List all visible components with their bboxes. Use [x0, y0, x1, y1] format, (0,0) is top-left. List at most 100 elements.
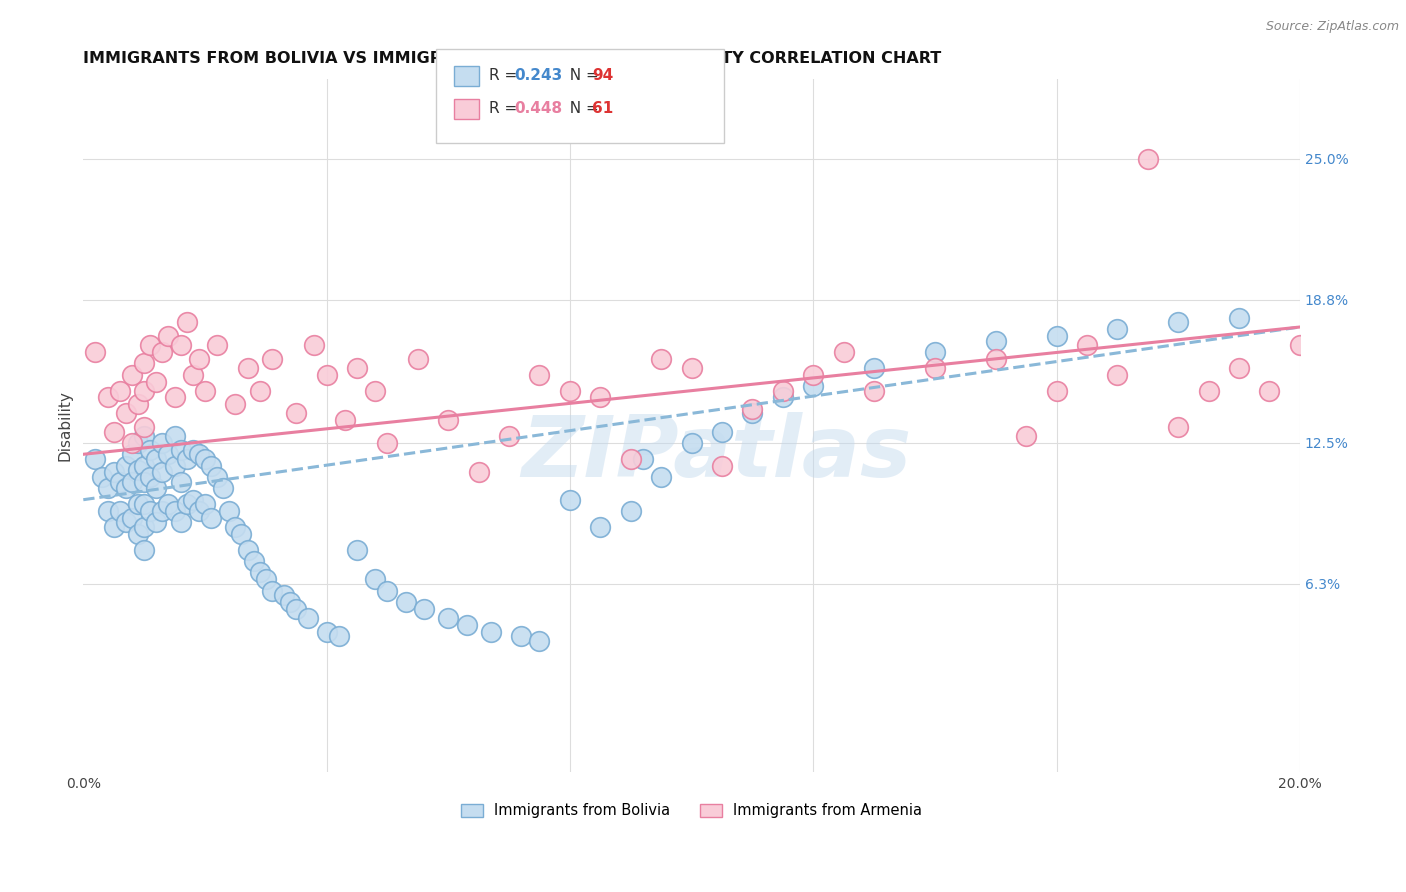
Point	[121, 436, 143, 450]
Point	[97, 481, 120, 495]
Point	[121, 475, 143, 489]
Point	[194, 451, 217, 466]
Point	[333, 413, 356, 427]
Point	[150, 345, 173, 359]
Point	[260, 351, 283, 366]
Point	[134, 475, 156, 489]
Point	[169, 442, 191, 457]
Point	[224, 397, 246, 411]
Point	[176, 451, 198, 466]
Point	[1258, 384, 1281, 398]
Point	[84, 451, 107, 466]
Point	[710, 458, 733, 473]
Point	[681, 436, 703, 450]
Point	[139, 442, 162, 457]
Point	[273, 588, 295, 602]
Point	[772, 384, 794, 398]
Point	[984, 334, 1007, 348]
Point	[145, 481, 167, 495]
Point	[650, 470, 672, 484]
Point	[145, 516, 167, 530]
Point	[134, 384, 156, 398]
Point	[187, 447, 209, 461]
Point	[205, 470, 228, 484]
Point	[145, 375, 167, 389]
Point	[169, 475, 191, 489]
Point	[157, 329, 180, 343]
Point	[1015, 429, 1038, 443]
Point	[1227, 310, 1250, 325]
Point	[181, 442, 204, 457]
Point	[395, 595, 418, 609]
Text: IMMIGRANTS FROM BOLIVIA VS IMMIGRANTS FROM ARMENIA DISABILITY CORRELATION CHART: IMMIGRANTS FROM BOLIVIA VS IMMIGRANTS FR…	[83, 51, 942, 66]
Point	[103, 520, 125, 534]
Point	[134, 520, 156, 534]
Point	[364, 572, 387, 586]
Point	[90, 470, 112, 484]
Point	[103, 425, 125, 439]
Point	[278, 595, 301, 609]
Point	[558, 384, 581, 398]
Point	[127, 497, 149, 511]
Point	[150, 436, 173, 450]
Point	[741, 406, 763, 420]
Point	[121, 368, 143, 382]
Point	[169, 516, 191, 530]
Point	[413, 601, 436, 615]
Text: Source: ZipAtlas.com: Source: ZipAtlas.com	[1265, 20, 1399, 33]
Point	[145, 451, 167, 466]
Point	[1198, 384, 1220, 398]
Point	[157, 447, 180, 461]
Point	[163, 458, 186, 473]
Point	[115, 458, 138, 473]
Point	[479, 624, 502, 639]
Point	[163, 429, 186, 443]
Point	[863, 384, 886, 398]
Text: ZIPatlas: ZIPatlas	[520, 412, 911, 495]
Point	[187, 351, 209, 366]
Point	[97, 391, 120, 405]
Point	[1136, 152, 1159, 166]
Point	[127, 463, 149, 477]
Point	[134, 420, 156, 434]
Point	[139, 504, 162, 518]
Point	[863, 360, 886, 375]
Point	[200, 458, 222, 473]
Point	[134, 497, 156, 511]
Point	[285, 406, 308, 420]
Point	[529, 633, 551, 648]
Legend: Immigrants from Bolivia, Immigrants from Armenia: Immigrants from Bolivia, Immigrants from…	[456, 797, 928, 824]
Point	[205, 338, 228, 352]
Text: N =: N =	[560, 69, 603, 83]
Point	[710, 425, 733, 439]
Point	[108, 504, 131, 518]
Point	[437, 413, 460, 427]
Point	[115, 406, 138, 420]
Point	[163, 504, 186, 518]
Point	[304, 338, 326, 352]
Text: 0.448: 0.448	[515, 102, 562, 116]
Point	[157, 497, 180, 511]
Text: 61: 61	[592, 102, 613, 116]
Point	[218, 504, 240, 518]
Point	[108, 475, 131, 489]
Point	[212, 481, 235, 495]
Point	[924, 345, 946, 359]
Point	[437, 611, 460, 625]
Point	[224, 520, 246, 534]
Point	[1167, 316, 1189, 330]
Point	[134, 429, 156, 443]
Point	[181, 368, 204, 382]
Point	[510, 629, 533, 643]
Point	[139, 470, 162, 484]
Point	[832, 345, 855, 359]
Point	[346, 542, 368, 557]
Point	[984, 351, 1007, 366]
Point	[328, 629, 350, 643]
Text: R =: R =	[489, 102, 523, 116]
Point	[1045, 384, 1067, 398]
Point	[236, 360, 259, 375]
Point	[297, 611, 319, 625]
Point	[650, 351, 672, 366]
Point	[121, 447, 143, 461]
